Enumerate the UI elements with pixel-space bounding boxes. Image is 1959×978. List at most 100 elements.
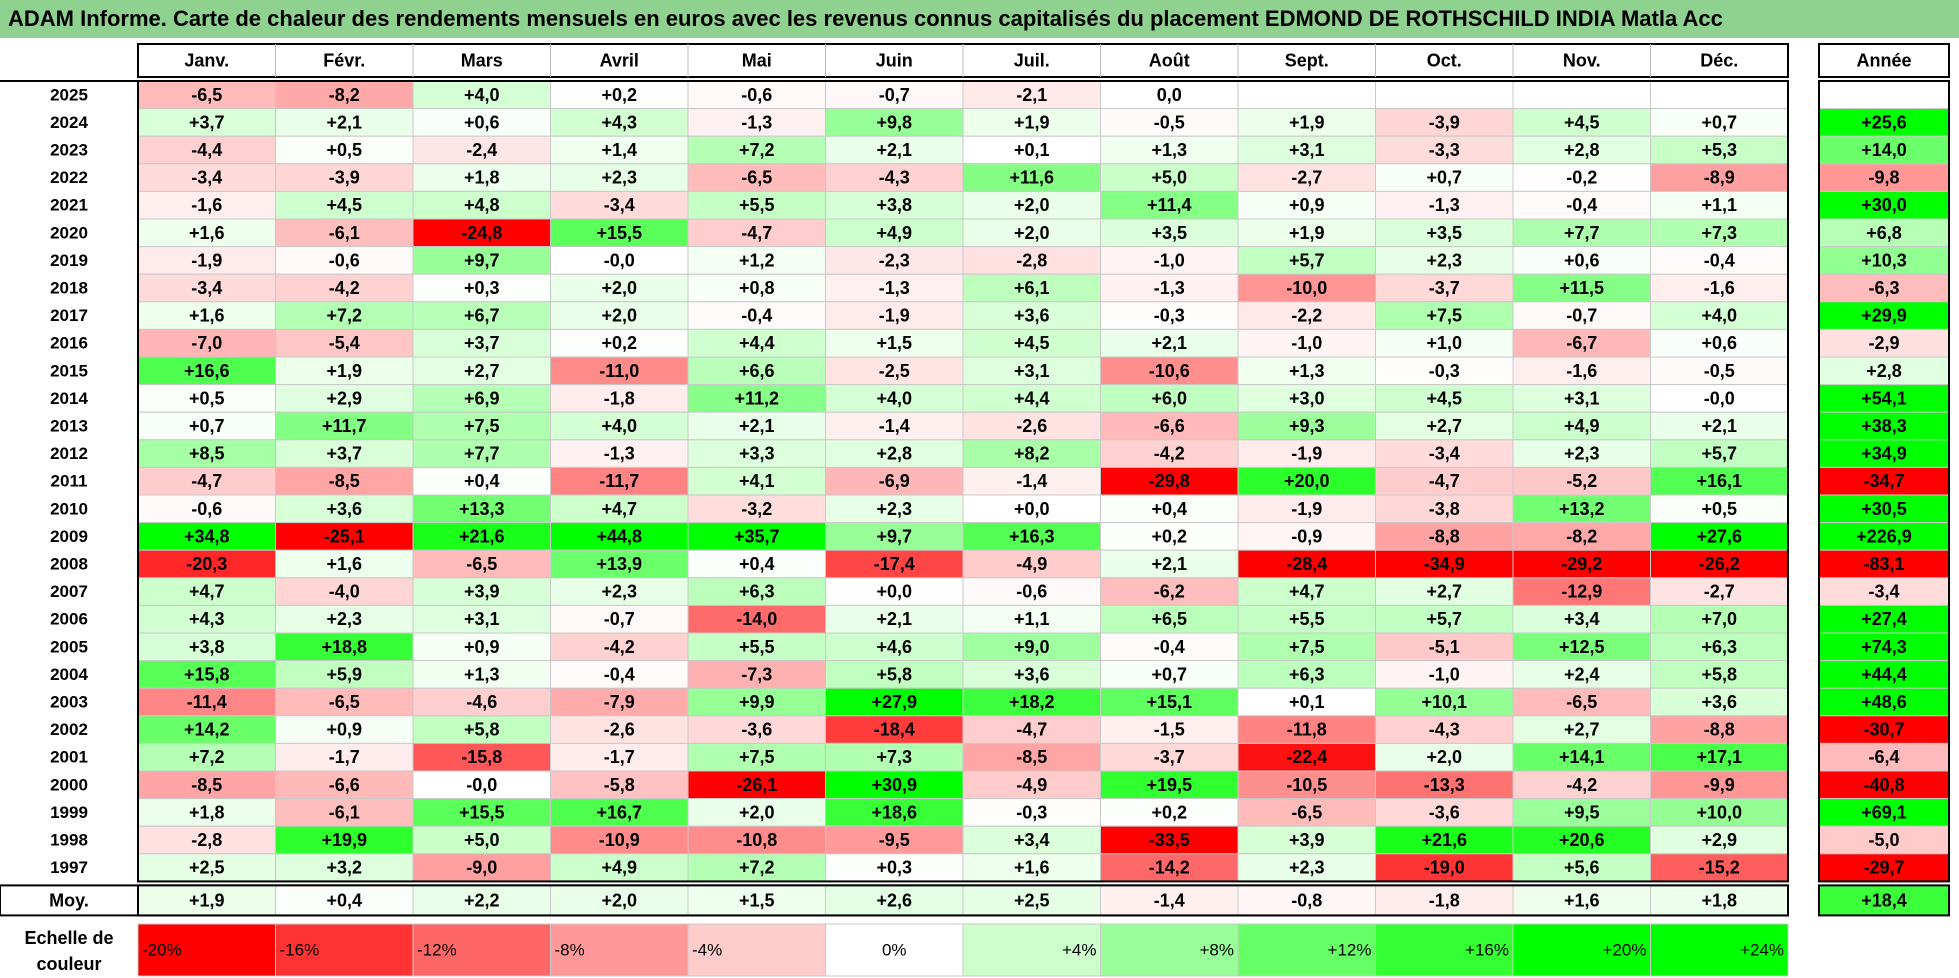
year-value: +2,8 (1866, 361, 1902, 381)
cell-value: -2,3 (879, 250, 910, 270)
heat-cell (137, 218, 276, 248)
cell-value: -12,9 (1561, 582, 1602, 602)
cell-value: +5,5 (739, 637, 775, 657)
cell-value: -0,0 (1704, 388, 1735, 408)
cell-value: -1,4 (1016, 471, 1047, 491)
cell-value: +11,7 (322, 416, 367, 436)
cell-value: +0,5 (1701, 499, 1737, 519)
heat-cell (962, 356, 1101, 386)
cell-value: -0,3 (1429, 361, 1460, 381)
heat-cell (687, 742, 826, 772)
cell-value: +5,5 (739, 195, 775, 215)
heat-cell (687, 770, 826, 800)
cell-value: -4,7 (191, 471, 222, 491)
cell-value: +10,0 (1696, 802, 1742, 822)
legend-label: +24% (1740, 941, 1784, 960)
average-value: +2,2 (464, 890, 500, 910)
cell-value: -4,9 (1016, 554, 1047, 574)
heat-cell (825, 770, 964, 800)
cell-value: +2,1 (326, 112, 362, 132)
month-header-12: Déc. (1700, 51, 1738, 71)
heat-cell (412, 632, 551, 662)
cell-value: +4,3 (189, 609, 225, 629)
cell-value: +5,3 (1701, 140, 1737, 160)
cell-value: -10,6 (1149, 361, 1190, 381)
cell-value: +0,0 (1014, 499, 1050, 519)
heat-cell (1237, 549, 1376, 579)
cell-value: +0,0 (876, 582, 912, 602)
cell-value: +3,8 (876, 195, 912, 215)
cell-value: +9,8 (876, 112, 912, 132)
average-year-cell (1818, 884, 1950, 917)
cell-value: 0,0 (1157, 85, 1182, 105)
heat-cell (1100, 218, 1239, 248)
cell-value: -1,4 (879, 416, 910, 436)
heat-cell (137, 466, 276, 496)
heat-cell (1512, 301, 1651, 330)
cell-value: -3,7 (1429, 278, 1460, 298)
cell-value: +27,6 (1696, 526, 1742, 546)
cell-value: +2,0 (1014, 223, 1050, 243)
cell-value: +15,5 (596, 223, 642, 243)
heat-cell (137, 190, 276, 220)
average-value: -1,4 (1154, 890, 1185, 910)
cell-value: -6,1 (329, 802, 360, 822)
heat-cell (412, 163, 551, 192)
cell-value: +16,6 (184, 361, 230, 381)
heat-cell (1237, 494, 1376, 524)
heat-cell (825, 604, 964, 634)
cell-value: +3,1 (1564, 388, 1600, 408)
heat-cell (962, 577, 1101, 606)
cell-value: -4,3 (879, 168, 910, 188)
heat-cell (412, 190, 551, 220)
month-header-2: Févr. (323, 51, 365, 71)
cell-value: +2,3 (1426, 250, 1462, 270)
heat-cell (1100, 190, 1239, 220)
cell-value: +0,1 (1014, 140, 1050, 160)
heat-cell (1650, 384, 1789, 413)
heat-cell (1650, 328, 1789, 358)
average-value: +0,4 (326, 890, 362, 910)
cell-value: -6,6 (1154, 416, 1185, 436)
cell-value: -2,8 (191, 830, 222, 850)
average-value: +1,8 (1701, 890, 1737, 910)
heat-cell (137, 853, 276, 882)
cell-value: -2,7 (1291, 168, 1322, 188)
heat-cell (1650, 742, 1789, 772)
cell-value: +4,9 (1564, 416, 1600, 436)
cell-value: -6,5 (1566, 692, 1597, 712)
cell-value: -3,4 (191, 168, 222, 188)
heat-cell (1100, 687, 1239, 717)
heat-cell (1237, 80, 1376, 110)
cell-value: +2,1 (876, 609, 912, 629)
average-cell (1100, 884, 1239, 916)
cell-value: -1,9 (879, 306, 910, 326)
year-cell (1818, 80, 1950, 110)
heat-cell (1237, 632, 1376, 662)
month-header-4: Avril (600, 51, 639, 71)
year-cell (1818, 273, 1950, 303)
cell-value: -1,3 (1154, 278, 1185, 298)
heat-cell (825, 108, 964, 137)
year-header: Année (1856, 51, 1911, 71)
heat-cell (687, 825, 826, 855)
cell-value: -6,5 (329, 692, 360, 712)
cell-value: +3,2 (326, 858, 362, 878)
year-value: +27,4 (1861, 609, 1907, 629)
legend-label: +12% (1328, 941, 1372, 960)
heat-cell (1512, 632, 1651, 662)
cell-value: -3,4 (604, 195, 635, 215)
heat-cell (137, 742, 276, 772)
average-cell (1375, 884, 1514, 916)
heat-cell (687, 163, 826, 192)
heat-cell (962, 108, 1101, 137)
cell-value: -29,2 (1561, 554, 1602, 574)
heat-cell (1375, 715, 1514, 744)
heat-cell (1512, 577, 1651, 606)
cell-value: -15,8 (461, 747, 502, 767)
cell-value: +3,1 (464, 609, 500, 629)
cell-value: -0,5 (1704, 361, 1735, 381)
heat-cell (1237, 218, 1376, 248)
cell-value: -1,0 (1154, 250, 1185, 270)
cell-value: -14,2 (1149, 858, 1190, 878)
